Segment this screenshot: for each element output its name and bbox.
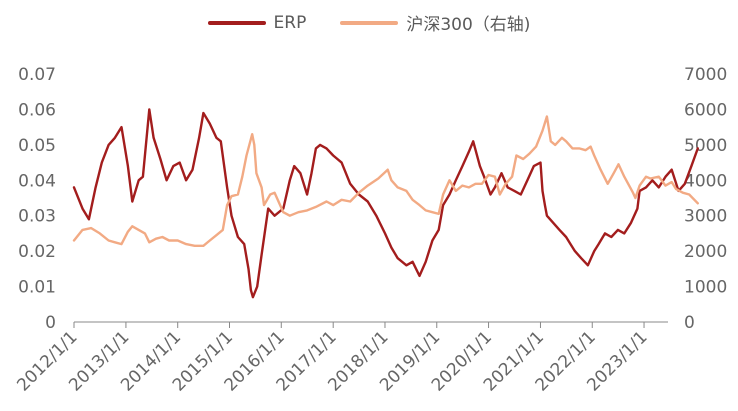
legend-label-csi300: 沪深300（右轴) [406,15,531,35]
y-left-tick-label: 0.03 [18,207,56,227]
series-line-csi300 [72,115,699,247]
y-left-tick-label: 0.05 [18,136,56,156]
y-left-tick-label: 0 [45,313,56,333]
legend-label-erp: ERP [273,12,307,33]
y-left-tick-label: 0.07 [18,65,56,85]
y-right-tick-label: 1000 [684,278,727,298]
y-left-tick-label: 0.02 [18,242,56,262]
y-right-tick-label: 6000 [684,100,727,120]
legend-swatch-erp [207,20,266,25]
y-right-tick-label: 4000 [684,171,727,191]
y-left-tick-label: 0.06 [18,100,56,120]
y-right-tick-label: 2000 [684,242,727,262]
legend-item-csi300: 沪深300（右轴) [340,10,530,35]
series-line-erp [72,108,699,299]
y-right-tick-label: 5000 [684,136,727,156]
y-left-tick-label: 0.01 [18,278,56,298]
legend-item-erp: ERP [207,10,307,35]
y-left-tick-label: 0.04 [18,171,56,191]
y-right-tick-label: 3000 [684,207,727,227]
legend: ERP 沪深300（右轴) [0,10,738,35]
y-right-tick-label: 0 [684,313,695,333]
legend-swatch-csi300 [340,20,399,25]
y-right-tick-label: 7000 [684,65,727,85]
